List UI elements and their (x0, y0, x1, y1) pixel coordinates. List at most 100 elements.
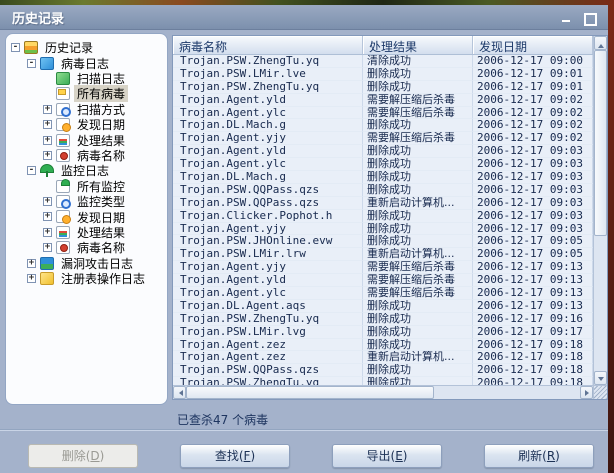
table-row[interactable]: Trojan.Clicker.Pophot.h 删除成功 2006-12-17 … (173, 209, 593, 223)
cell-result: 需要解压缩后杀毒 (363, 106, 473, 120)
vertical-scrollbar[interactable] (593, 36, 607, 385)
tree-item[interactable]: 病毒名称 (6, 148, 167, 163)
tree-item[interactable]: 扫描日志 (6, 71, 167, 86)
tree-item[interactable]: 病毒名称 (6, 240, 167, 255)
action-button[interactable]: 刷新(R) (484, 444, 594, 468)
tree-item-label: 处理结果 (77, 133, 126, 148)
table-row[interactable]: Trojan.DL.Mach.g 删除成功 2006-12-17 09:03 (173, 171, 593, 184)
tree-expander-icon[interactable] (43, 104, 52, 114)
tree-item[interactable]: 所有监控 (6, 178, 167, 194)
vertical-scroll-track[interactable] (594, 50, 607, 371)
table-row[interactable]: Trojan.Agent.ylc 需要解压缩后杀毒 2006-12-17 09:… (173, 287, 593, 300)
table-body: Trojan.PSW.ZhengTu.yq 清除成功 2006-12-17 09… (173, 55, 593, 385)
table-row[interactable]: Trojan.Agent.yld 删除成功 2006-12-17 09:03 (173, 145, 593, 159)
table-row[interactable]: Trojan.Agent.zez 重新启动计算机... 2006-12-17 0… (173, 351, 593, 365)
table-row[interactable]: Trojan.Agent.ylc 需要解压缩后杀毒 2006-12-17 09:… (173, 106, 593, 120)
cell-result: 需要解压缩后杀毒 (363, 93, 473, 107)
tree-item[interactable]: 处理结果 (6, 225, 167, 240)
table-row[interactable]: Trojan.PSW.LMir.lrw 重新启动计算机... 2006-12-1… (173, 248, 593, 262)
table-row[interactable]: Trojan.PSW.QQPass.qzs 重新启动计算机... 2006-12… (173, 196, 593, 210)
window-controls (560, 5, 597, 30)
tree-item[interactable]: 监控类型 (6, 194, 167, 209)
title-bar[interactable]: 历史记录 (0, 5, 608, 30)
tree-expander-icon[interactable] (11, 43, 20, 53)
table-row[interactable]: Trojan.Agent.yjy 需要解压缩后杀毒 2006-12-17 09:… (173, 132, 593, 146)
horizontal-scrollbar[interactable] (173, 385, 607, 399)
table-row[interactable]: Trojan.Agent.yjy 需要解压缩后杀毒 2006-12-17 09:… (173, 261, 593, 275)
cell-virus-name: Trojan.Agent.yld (173, 93, 363, 107)
table-row[interactable]: Trojan.DL.Mach.g 删除成功 2006-12-17 09:02 (173, 119, 593, 133)
table-row[interactable]: Trojan.Agent.yld 需要解压缩后杀毒 2006-12-17 09:… (173, 274, 593, 288)
cell-virus-name: Trojan.PSW.ZhengTu.yq (173, 377, 363, 385)
cell-result: 需要解压缩后杀毒 (363, 287, 473, 300)
tree-item[interactable]: 监控日志 (6, 163, 167, 178)
tree-item[interactable]: 漏洞攻击日志 (6, 255, 167, 271)
tree-expander-icon[interactable] (43, 227, 52, 237)
scroll-left-icon[interactable] (173, 386, 186, 399)
table-row[interactable]: Trojan.PSW.JHOnline.evw 删除成功 2006-12-17 … (173, 235, 593, 249)
table-row[interactable]: Trojan.PSW.QQPass.qzs 删除成功 2006-12-17 09… (173, 183, 593, 197)
tree-item[interactable]: 所有病毒 (6, 85, 167, 103)
horizontal-scroll-thumb[interactable] (186, 386, 434, 399)
maximize-icon[interactable] (582, 11, 597, 26)
tree-item[interactable]: 病毒日志 (6, 55, 167, 71)
button-row: 删除(D) 查找(F) 导出(E) 刷新(R) (28, 444, 594, 468)
table-row[interactable]: Trojan.Agent.ylc 删除成功 2006-12-17 09:03 (173, 158, 593, 172)
table-row[interactable]: Trojan.PSW.ZhengTu.yq 删除成功 2006-12-17 09… (173, 377, 593, 385)
table-row[interactable]: Trojan.DL.Agent.aqs 删除成功 2006-12-17 09:1… (173, 299, 593, 313)
table-row[interactable]: Trojan.PSW.ZhengTu.yq 清除成功 2006-12-17 09… (173, 55, 593, 68)
cell-result: 删除成功 (363, 338, 473, 352)
cell-virus-name: Trojan.Agent.ylc (173, 158, 363, 172)
tree-item-label: 处理结果 (77, 225, 126, 240)
tree-item[interactable]: 发现日期 (6, 209, 167, 225)
table-row[interactable]: Trojan.PSW.ZhengTu.yq 删除成功 2006-12-17 09… (173, 312, 593, 326)
action-button[interactable]: 导出(E) (332, 444, 442, 468)
tree-expander-icon[interactable] (43, 135, 52, 145)
table-row[interactable]: Trojan.Agent.zez 删除成功 2006-12-17 09:18 (173, 338, 593, 352)
table-row[interactable]: Trojan.PSW.LMir.lvg 删除成功 2006-12-17 09:1… (173, 325, 593, 339)
column-header-virus-name[interactable]: 病毒名称 (173, 36, 363, 54)
cell-result: 删除成功 (363, 80, 473, 94)
table-row[interactable]: Trojan.PSW.ZhengTu.yq 删除成功 2006-12-17 09… (173, 80, 593, 94)
cell-result: 删除成功 (363, 312, 473, 326)
tree-item[interactable]: 历史记录 (6, 40, 167, 55)
cell-virus-name: Trojan.PSW.ZhengTu.yq (173, 312, 363, 326)
status-text: 已查杀47 个病毒 (177, 413, 269, 427)
cell-date: 2006-12-17 09:03 (473, 209, 593, 223)
table-row[interactable]: Trojan.Agent.yld 需要解压缩后杀毒 2006-12-17 09:… (173, 93, 593, 107)
scroll-down-icon[interactable] (594, 371, 607, 385)
resize-grip[interactable] (593, 386, 607, 399)
column-header-result[interactable]: 处理结果 (363, 36, 473, 54)
tree-item[interactable]: 注册表操作日志 (6, 271, 167, 286)
tree-item[interactable]: 扫描方式 (6, 102, 167, 117)
tree-item[interactable]: 发现日期 (6, 117, 167, 132)
tree-expander-icon[interactable] (43, 150, 52, 160)
tree-expander-icon[interactable] (27, 58, 36, 68)
horizontal-scroll-track[interactable] (186, 386, 580, 399)
tree-expander-icon[interactable] (27, 258, 36, 268)
tree-expander-icon[interactable] (43, 212, 52, 222)
table-row[interactable]: Trojan.PSW.LMir.lve 删除成功 2006-12-17 09:0… (173, 67, 593, 81)
cell-date: 2006-12-17 09:03 (473, 158, 593, 172)
tree-expander-icon[interactable] (27, 166, 36, 176)
cell-date: 2006-12-17 09:18 (473, 364, 593, 378)
table-row[interactable]: Trojan.PSW.QQPass.qzs 删除成功 2006-12-17 09… (173, 364, 593, 378)
scroll-right-icon[interactable] (580, 386, 593, 399)
column-header-found-date[interactable]: 发现日期 (473, 36, 593, 54)
tree-expander-icon[interactable] (43, 243, 52, 253)
action-button[interactable]: 删除(D) (28, 444, 138, 468)
cell-virus-name: Trojan.Agent.yld (173, 274, 363, 288)
action-button[interactable]: 查找(F) (180, 444, 290, 468)
tree-item[interactable]: 处理结果 (6, 132, 167, 148)
minimize-icon[interactable] (560, 11, 574, 25)
tree-expander-icon[interactable] (27, 274, 36, 284)
vertical-scroll-thumb[interactable] (594, 50, 607, 237)
tree-item-label: 发现日期 (77, 118, 126, 133)
cell-result: 清除成功 (363, 55, 473, 68)
table-row[interactable]: Trojan.Agent.yjy 删除成功 2006-12-17 09:03 (173, 222, 593, 236)
tree-item-icon (56, 102, 71, 117)
tree-expander-icon[interactable] (43, 197, 52, 207)
cell-virus-name: Trojan.Clicker.Pophot.h (173, 209, 363, 223)
scroll-up-icon[interactable] (594, 36, 607, 50)
tree-expander-icon[interactable] (43, 120, 52, 130)
